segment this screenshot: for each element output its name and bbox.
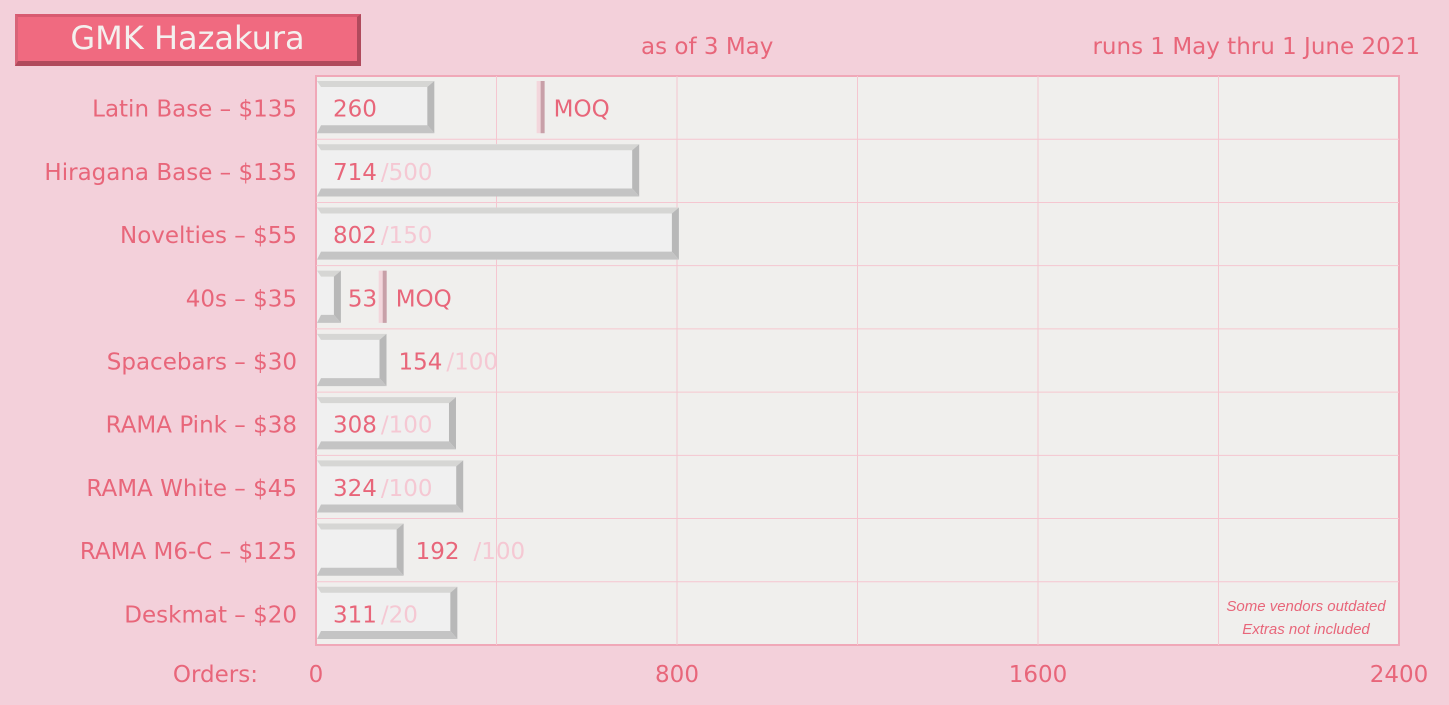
bar-bevel-top	[317, 144, 640, 151]
target-label: /100	[381, 413, 433, 439]
target-label: /100	[474, 539, 526, 565]
moq-label: MOQ	[396, 286, 452, 312]
bar-bevel-right	[427, 81, 435, 134]
category-label: 40s – $35	[186, 286, 297, 312]
bar-bevel-bottom	[317, 251, 679, 260]
bar-bevel-right	[671, 207, 679, 260]
bar	[317, 81, 435, 134]
bar	[317, 397, 456, 450]
moq-marker-edge	[540, 81, 545, 134]
target-label: /150	[381, 223, 433, 249]
x-tick-label: 0	[309, 662, 324, 688]
target-label: /500	[381, 160, 433, 186]
value-label: 53	[348, 286, 377, 312]
annotation: Extras not included	[1242, 621, 1370, 638]
value: 154	[398, 350, 442, 376]
chart-title: GMK Hazakura	[15, 14, 361, 66]
bar-bevel-bottom	[317, 441, 456, 450]
category-label: Deskmat – $20	[124, 602, 297, 628]
value: 260	[333, 97, 377, 123]
bar-bevel-top	[317, 207, 679, 214]
bar-bevel-top	[317, 397, 456, 404]
value-label: 324/100	[333, 476, 433, 502]
value-label: 311/20	[333, 602, 418, 628]
value: 308	[333, 413, 377, 439]
bar	[317, 144, 640, 197]
value-label: 802/150	[333, 223, 433, 249]
run-dates: runs 1 May thru 1 June 2021	[1092, 34, 1420, 60]
moq-marker	[378, 270, 383, 323]
bar-bevel-right	[379, 333, 387, 387]
value: 714	[333, 160, 377, 186]
value: 324	[333, 476, 377, 502]
bar	[317, 523, 404, 576]
category-label: RAMA White – $45	[86, 476, 297, 502]
value-label: 192/100	[416, 539, 526, 565]
bar-bevel-right	[396, 523, 404, 576]
bar-bevel-top	[317, 460, 464, 467]
x-tick-label: 1600	[1009, 662, 1068, 688]
bar-bevel-right	[632, 144, 640, 197]
bar-bevel-bottom	[317, 378, 387, 387]
target-label: /20	[381, 602, 418, 628]
bar-bevel-bottom	[317, 567, 404, 576]
annotation: Some vendors outdated	[1226, 598, 1386, 615]
bar-bevel-bottom	[317, 504, 464, 513]
bar	[317, 460, 464, 513]
x-axis-label: Orders:	[173, 662, 258, 688]
bar-bevel-right	[450, 586, 458, 639]
category-label: RAMA Pink – $38	[106, 413, 297, 439]
bar-bevel-bottom	[317, 631, 458, 639]
category-label: Latin Base – $135	[92, 97, 297, 123]
as-of-date: as of 3 May	[641, 34, 774, 60]
bar-bevel-bottom	[317, 125, 435, 134]
bar-bevel-top	[317, 333, 387, 340]
value-label: 154/100	[398, 350, 498, 376]
bar-bevel-top	[317, 523, 404, 530]
bar	[317, 586, 458, 639]
value: 802	[333, 223, 377, 249]
bar-bevel-right	[456, 460, 464, 513]
value-label: 714/500	[333, 160, 433, 186]
category-label: RAMA M6-C – $125	[80, 539, 297, 565]
bar-bevel-right	[333, 270, 341, 323]
bar-bevel-bottom	[317, 314, 341, 323]
value-label: 308/100	[333, 413, 433, 439]
value: 192	[416, 539, 460, 565]
category-label: Novelties – $55	[120, 223, 297, 249]
target-label: /100	[446, 350, 498, 376]
bar-bevel-right	[448, 397, 456, 450]
target-label: /100	[381, 476, 433, 502]
value-label: 260	[333, 97, 377, 123]
bar-bevel-bottom	[317, 188, 640, 197]
moq-label: MOQ	[554, 97, 610, 123]
bar-bevel-top	[317, 586, 458, 593]
moq-marker	[536, 81, 541, 134]
bar	[317, 333, 387, 387]
x-tick-label: 2400	[1370, 662, 1429, 688]
moq-marker-edge	[382, 270, 387, 323]
bar	[317, 207, 679, 260]
category-label: Spacebars – $30	[107, 350, 297, 376]
bar-bevel-top	[317, 270, 341, 277]
category-label: Hiragana Base – $135	[44, 160, 297, 186]
x-tick-label: 800	[655, 662, 699, 688]
bar-bevel-top	[317, 81, 435, 87]
value: 53	[348, 286, 377, 312]
value: 311	[333, 602, 377, 628]
